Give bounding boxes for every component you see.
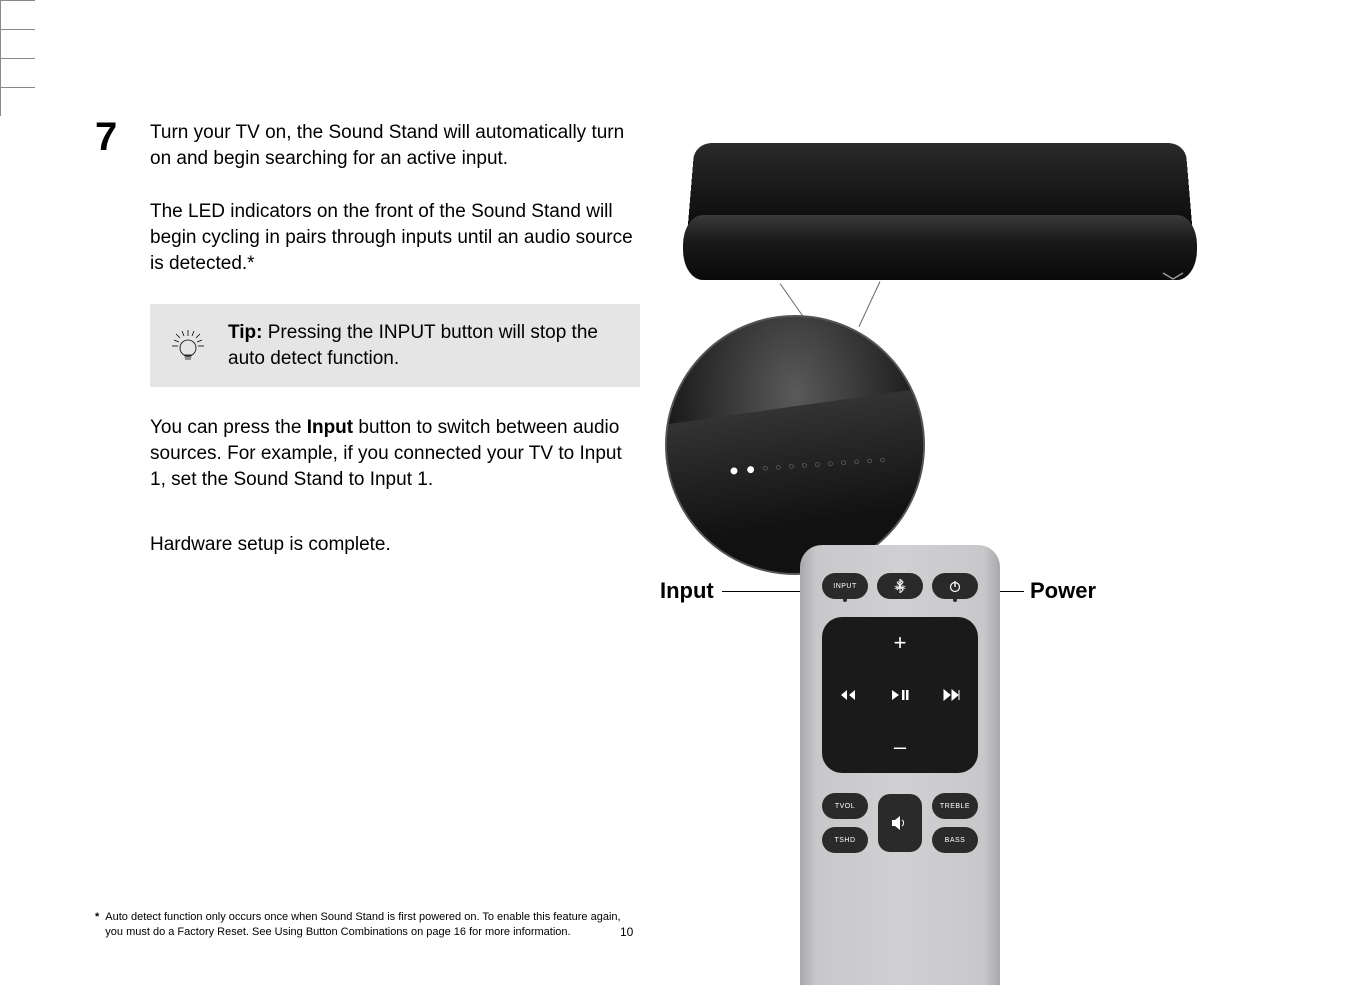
right-stack: TREBLE BASS — [932, 793, 978, 853]
input-button-label: INPUT — [833, 583, 857, 590]
zoom-leader-line — [858, 281, 880, 327]
footnote-star: * — [95, 910, 99, 939]
remote-top-row: INPUT ⁂ — [822, 573, 978, 599]
paragraph-input: You can press the Input button to switch… — [150, 415, 640, 492]
footnote: * Auto detect function only occurs once … — [95, 910, 625, 939]
tip-label: Tip: — [228, 322, 262, 343]
power-icon — [948, 579, 962, 593]
remote-bottom-cluster: TVOL TSHD TREBLE BASS — [822, 793, 978, 853]
power-button — [932, 573, 978, 599]
crop-mark — [0, 88, 1, 116]
remote-illustration: INPUT ⁂ + – — [800, 545, 1000, 965]
para3-bold: Input — [307, 417, 353, 438]
tip-callout: Tip: Pressing the INPUT button will stop… — [150, 304, 640, 387]
tip-text: Tip: Pressing the INPUT button will stop… — [228, 320, 622, 371]
crop-mark — [0, 0, 35, 1]
volume-up-icon: + — [874, 617, 926, 669]
previous-icon — [822, 669, 874, 721]
page-number: 10 — [620, 925, 633, 939]
left-stack: TVOL TSHD — [822, 793, 868, 853]
step-number: 7 — [95, 115, 117, 160]
stand-front — [683, 215, 1197, 280]
power-label: Power — [1030, 578, 1096, 604]
crop-mark — [0, 30, 1, 58]
tshd-button: TSHD — [822, 827, 868, 853]
crop-mark — [0, 59, 1, 87]
play-pause-icon — [874, 669, 926, 721]
paragraph-led: The LED indicators on the front of the S… — [150, 199, 640, 276]
next-icon — [926, 669, 978, 721]
bass-button: BASS — [932, 827, 978, 853]
treble-button: TREBLE — [932, 793, 978, 819]
bluetooth-button: ⁂ — [877, 573, 923, 599]
para3-pre: You can press the — [150, 417, 307, 438]
mute-icon — [891, 815, 909, 831]
lightbulb-icon — [168, 326, 208, 366]
mute-button — [878, 794, 922, 852]
footnote-body: Auto detect function only occurs once wh… — [105, 910, 625, 939]
input-label: Input — [660, 578, 714, 604]
crop-mark — [0, 1, 1, 29]
paragraph-complete: Hardware setup is complete. — [150, 532, 640, 558]
remote-body: INPUT ⁂ + – — [800, 545, 1000, 985]
tip-body: Pressing the INPUT button will stop the … — [228, 322, 598, 369]
instruction-column: Turn your TV on, the Sound Stand will au… — [150, 120, 640, 586]
crop-mark — [0, 58, 35, 59]
sound-stand-illustration: ●●○○○○○○○○○○ — [665, 140, 1205, 510]
dpad: + – — [822, 617, 978, 773]
vizio-logo-icon — [1161, 268, 1185, 278]
crop-mark — [0, 29, 35, 30]
volume-down-icon: – — [874, 721, 926, 773]
tvol-button: TVOL — [822, 793, 868, 819]
input-button: INPUT — [822, 573, 868, 599]
crop-mark — [0, 87, 35, 88]
paragraph-intro: Turn your TV on, the Sound Stand will au… — [150, 120, 640, 171]
zoom-detail-circle: ●●○○○○○○○○○○ — [665, 315, 925, 575]
